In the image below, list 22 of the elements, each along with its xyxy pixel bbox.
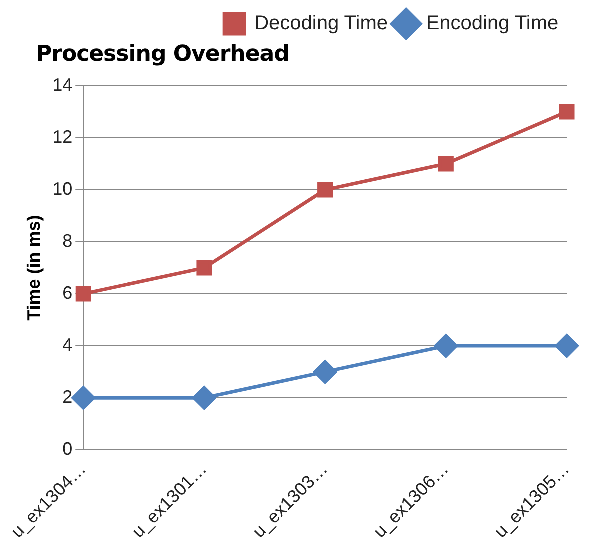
y-tick-label: 6 <box>62 283 73 304</box>
point <box>314 360 338 384</box>
point <box>318 182 334 198</box>
y-axis-title: Time (in ms) <box>24 215 44 321</box>
y-tick-label: 10 <box>52 178 73 199</box>
y-tick-label: 14 <box>52 74 73 95</box>
y-tick-label: 8 <box>62 231 73 252</box>
y-tick-label: 12 <box>52 126 73 147</box>
chart-title: Processing Overhead <box>36 42 290 67</box>
point <box>434 334 458 358</box>
point <box>76 286 92 302</box>
point <box>438 156 454 172</box>
point <box>196 260 212 276</box>
y-tick-label: 4 <box>62 335 73 356</box>
point <box>555 334 579 358</box>
point <box>72 386 96 410</box>
legend-label: Decoding Time <box>254 12 388 35</box>
y-tick-label: 0 <box>62 439 73 460</box>
point <box>559 104 575 120</box>
legend-label: Encoding Time <box>426 12 559 35</box>
y-tick-label: 2 <box>62 387 73 408</box>
point <box>192 386 216 410</box>
